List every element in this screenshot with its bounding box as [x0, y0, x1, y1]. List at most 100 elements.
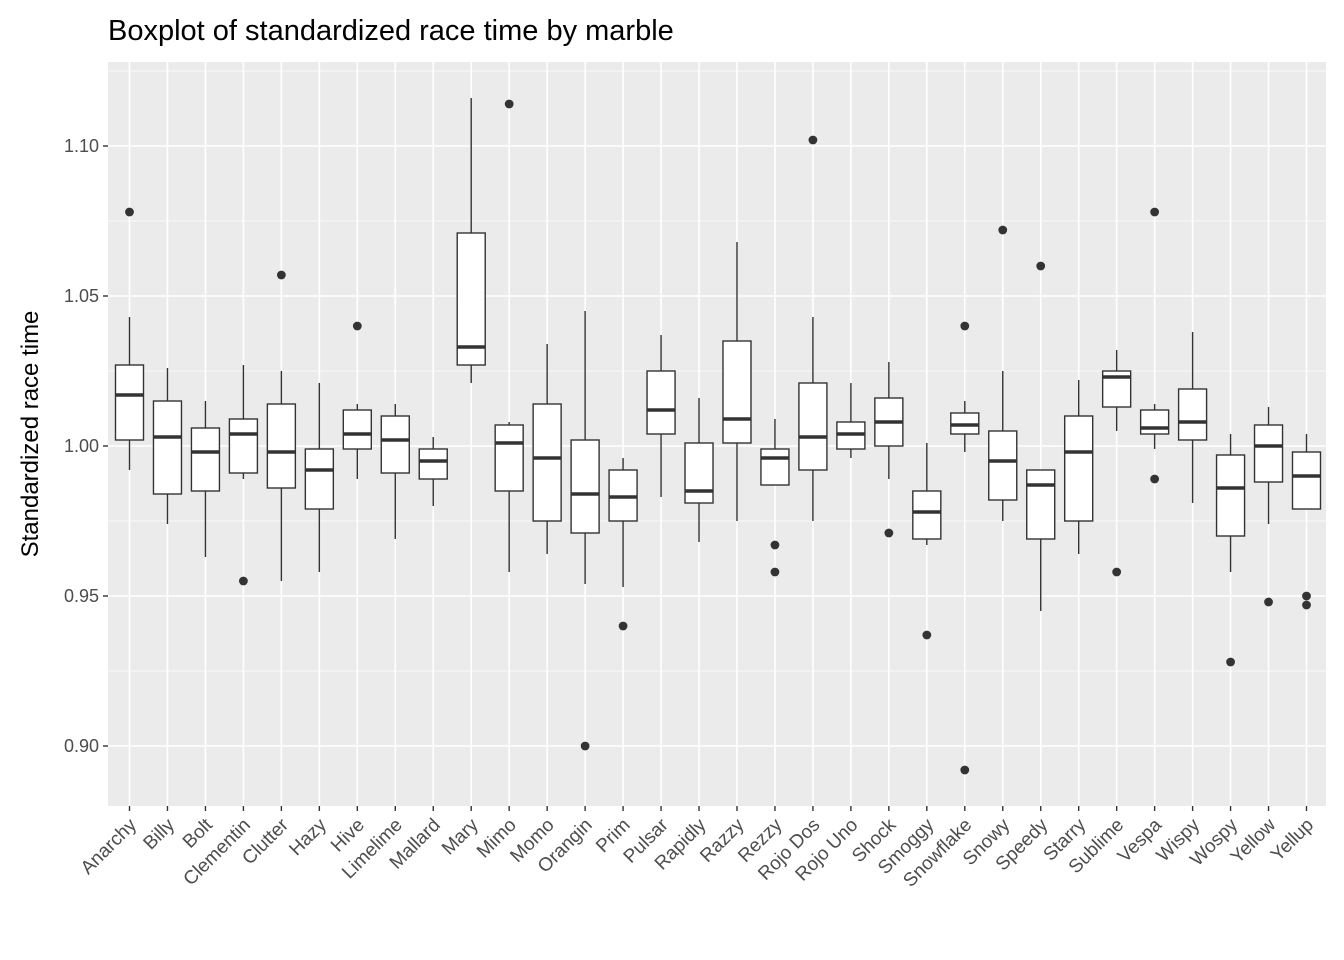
outlier-point: [352, 321, 362, 331]
box-mallard: [418, 437, 448, 506]
box-clutter: [266, 270, 297, 581]
outlier-point: [884, 528, 894, 538]
outlier-point: [1302, 600, 1311, 610]
outlier-point: [1150, 474, 1160, 484]
iqr-box: [266, 403, 297, 489]
box-sublime: [1101, 350, 1132, 577]
outlier-point: [770, 567, 780, 577]
iqr-box: [456, 232, 486, 366]
iqr-box: [304, 448, 335, 510]
iqr-box: [1139, 409, 1170, 435]
iqr-box: [646, 370, 676, 435]
outlier-point: [1150, 207, 1160, 217]
iqr-box: [684, 442, 714, 504]
outlier-point: [580, 741, 590, 751]
box-bolt: [190, 401, 221, 557]
outlier-point: [960, 321, 970, 331]
x-tick-label: Hazy: [285, 814, 331, 860]
outlier-point: [276, 270, 286, 280]
box-limelime: [380, 404, 410, 539]
y-axis-label: Standardized race time: [17, 311, 44, 558]
outlier-point: [808, 135, 818, 145]
iqr-box: [1291, 451, 1322, 510]
box-snowflake: [950, 321, 980, 775]
iqr-box: [380, 415, 410, 474]
iqr-box: [1253, 424, 1284, 483]
box-clementin: [228, 365, 259, 586]
iqr-box: [532, 403, 562, 522]
iqr-box: [760, 448, 790, 486]
iqr-box: [570, 439, 600, 534]
box-mimo: [494, 99, 524, 572]
iqr-box: [912, 490, 942, 540]
box-orangin: [570, 311, 600, 751]
y-tick-label: 0.95: [64, 586, 99, 606]
y-axis: 0.90 0.95 1.00 1.05 1.10: [64, 136, 108, 756]
outlier-point: [1302, 591, 1311, 601]
iqr-box: [1063, 415, 1094, 522]
y-tick-label: 1.05: [64, 286, 99, 306]
box-hive: [342, 321, 373, 479]
box-razzy: [722, 242, 752, 521]
box-yellow: [1253, 407, 1284, 607]
box-yellup: [1291, 434, 1322, 610]
iqr-box: [114, 364, 145, 441]
box-momo: [532, 344, 562, 554]
x-tick-label: Mary: [438, 814, 483, 859]
box-shock: [874, 362, 904, 538]
outlier-point: [960, 765, 970, 775]
box-rezzy: [760, 419, 790, 577]
x-tick-label: Yellup: [1267, 815, 1318, 866]
boxes-layer: [114, 98, 1322, 775]
iqr-box: [418, 448, 448, 480]
iqr-box: [342, 409, 373, 450]
outlier-point: [239, 576, 248, 586]
iqr-box: [988, 430, 1018, 501]
box-wospy: [1215, 434, 1246, 667]
outlier-point: [1226, 657, 1235, 667]
iqr-box: [190, 427, 221, 492]
box-rojo-uno: [836, 383, 866, 458]
x-tick-label: Vespa: [1114, 814, 1167, 867]
chart-title: Boxplot of standardized race time by mar…: [108, 15, 674, 47]
outlier-point: [1036, 261, 1046, 271]
box-vespa: [1139, 207, 1170, 484]
iqr-box: [1177, 388, 1208, 441]
iqr-box: [1215, 454, 1246, 537]
iqr-box: [152, 400, 183, 495]
y-tick-label: 1.00: [64, 436, 99, 456]
outlier-point: [922, 630, 932, 640]
outlier-point: [125, 207, 134, 217]
outlier-point: [1112, 567, 1122, 577]
iqr-box: [722, 340, 752, 444]
y-tick-label: 0.90: [64, 736, 99, 756]
outlier-point: [998, 225, 1008, 235]
box-rapidly: [684, 398, 714, 542]
outlier-point: [618, 621, 628, 631]
iqr-box: [228, 418, 259, 474]
box-pulsar: [646, 335, 676, 497]
box-snowy: [988, 225, 1018, 521]
iqr-box: [494, 424, 524, 492]
iqr-box: [798, 382, 828, 471]
box-mary: [456, 98, 486, 383]
box-prim: [608, 458, 638, 631]
plot-panel: [108, 62, 1326, 806]
x-tick-label: Billy: [140, 814, 180, 854]
x-tick-label: Anarchy: [77, 814, 141, 878]
box-wispy: [1177, 332, 1208, 503]
box-smoggy: [912, 443, 942, 640]
box-anarchy: [114, 207, 145, 470]
outlier-point: [504, 99, 514, 109]
y-tick-label: 1.10: [64, 136, 99, 156]
outlier-point: [1264, 597, 1273, 607]
box-starry: [1063, 380, 1094, 554]
box-hazy: [304, 383, 335, 572]
outlier-point: [770, 540, 780, 550]
box-billy: [152, 368, 183, 524]
iqr-box: [1026, 469, 1056, 540]
box-speedy: [1026, 261, 1056, 611]
box-rojo-dos: [798, 135, 828, 521]
